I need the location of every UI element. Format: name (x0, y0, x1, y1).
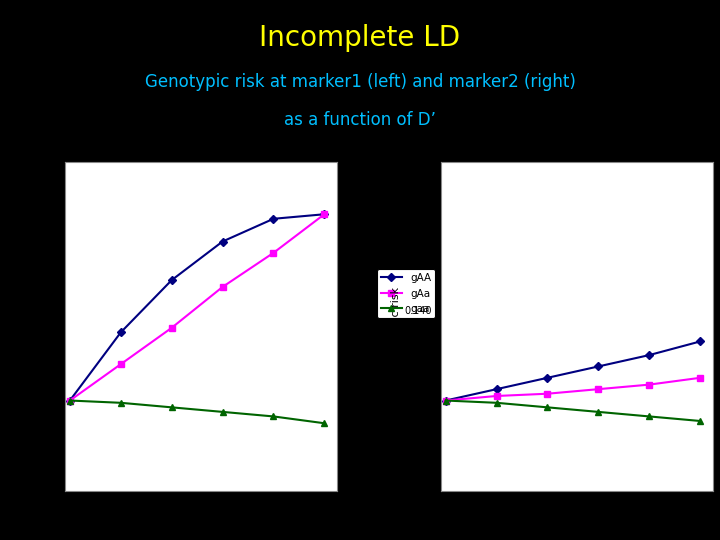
X-axis label: D': D' (194, 516, 208, 529)
gaa (441, 397, 450, 404)
Y-axis label: Genotypic risk: Genotypic risk (391, 287, 401, 367)
Legend: gAA, gAa, gaa: gAA, gAa, gaa (377, 269, 436, 319)
Line: gaa: gaa (67, 398, 327, 426)
Text: Genotypic risk at marker1 (left) and marker2 (right): Genotypic risk at marker1 (left) and mar… (145, 73, 575, 91)
gaa (594, 409, 603, 415)
gAA (269, 215, 278, 222)
gAa (543, 390, 552, 397)
Line: gAA: gAA (67, 212, 327, 403)
X-axis label: D': D' (570, 516, 584, 529)
gAa (269, 249, 278, 256)
gaa (218, 409, 227, 415)
gAa (117, 361, 125, 367)
gAa (696, 375, 704, 381)
gaa (645, 413, 654, 420)
gAa (492, 393, 501, 399)
gAA (167, 277, 176, 284)
Text: as a function of D’: as a function of D’ (284, 111, 436, 129)
gaa (269, 413, 278, 420)
gAA (645, 352, 654, 359)
gaa (696, 418, 704, 424)
gaa (167, 404, 176, 410)
gAA (66, 397, 74, 404)
gAA (320, 211, 328, 218)
gAa (441, 397, 450, 404)
gAA (543, 375, 552, 381)
gAA (696, 338, 704, 345)
Y-axis label: Genotypic risk: Genotypic risk (15, 287, 25, 367)
gAA (594, 363, 603, 370)
gAA (218, 238, 227, 245)
gaa (66, 397, 74, 404)
gAA (117, 329, 125, 336)
Line: gAA: gAA (443, 339, 703, 403)
Text: Incomplete LD: Incomplete LD (259, 24, 461, 52)
gaa (320, 420, 328, 427)
gAa (645, 381, 654, 388)
gaa (543, 404, 552, 410)
gAA (492, 386, 501, 393)
gAa (167, 325, 176, 331)
gaa (492, 400, 501, 406)
gAa (218, 284, 227, 290)
gAa (66, 397, 74, 404)
gAa (320, 211, 328, 218)
gaa (117, 400, 125, 406)
gAA (441, 397, 450, 404)
Line: gaa: gaa (443, 398, 703, 424)
Line: gAa: gAa (443, 375, 703, 403)
Line: gAa: gAa (67, 212, 327, 403)
gAa (594, 386, 603, 393)
